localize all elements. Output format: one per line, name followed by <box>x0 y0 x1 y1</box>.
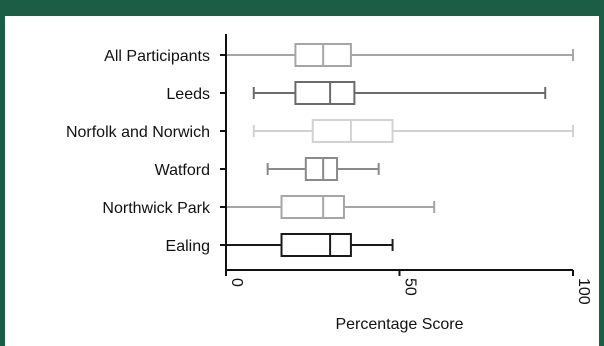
x-tick-label: 0 <box>228 278 245 287</box>
x-tick-label: 100 <box>575 278 592 305</box>
box-all-participants <box>225 43 574 67</box>
box-watford <box>266 157 380 181</box>
category-label-leeds: Leeds <box>166 86 210 103</box>
box-ealing <box>225 233 394 257</box>
category-label-northwick-park: Northwick Park <box>102 200 211 217</box>
category-labels: All Participants Leeds Norfolk and Norwich… <box>66 48 226 255</box>
category-label-all-participants: All Participants <box>104 48 210 65</box>
iqr-box <box>280 233 352 257</box>
iqr-box <box>304 157 339 181</box>
category-label-ealing: Ealing <box>166 238 210 255</box>
box-series <box>225 43 574 257</box>
x-axis-ticks: 0 50 100 <box>225 270 592 305</box>
box-leeds <box>252 81 547 105</box>
category-label-norfolk-and-norwich: Norfolk and Norwich <box>66 124 210 141</box>
x-axis-title: Percentage Score <box>335 316 463 333</box>
box-northwick-park <box>225 195 436 219</box>
iqr-box <box>294 81 356 105</box>
box-norfolk-and-norwich <box>252 119 574 143</box>
x-tick-label: 50 <box>402 278 419 296</box>
category-label-watford: Watford <box>155 162 210 179</box>
iqr-box <box>311 119 394 143</box>
iqr-box <box>280 195 345 219</box>
